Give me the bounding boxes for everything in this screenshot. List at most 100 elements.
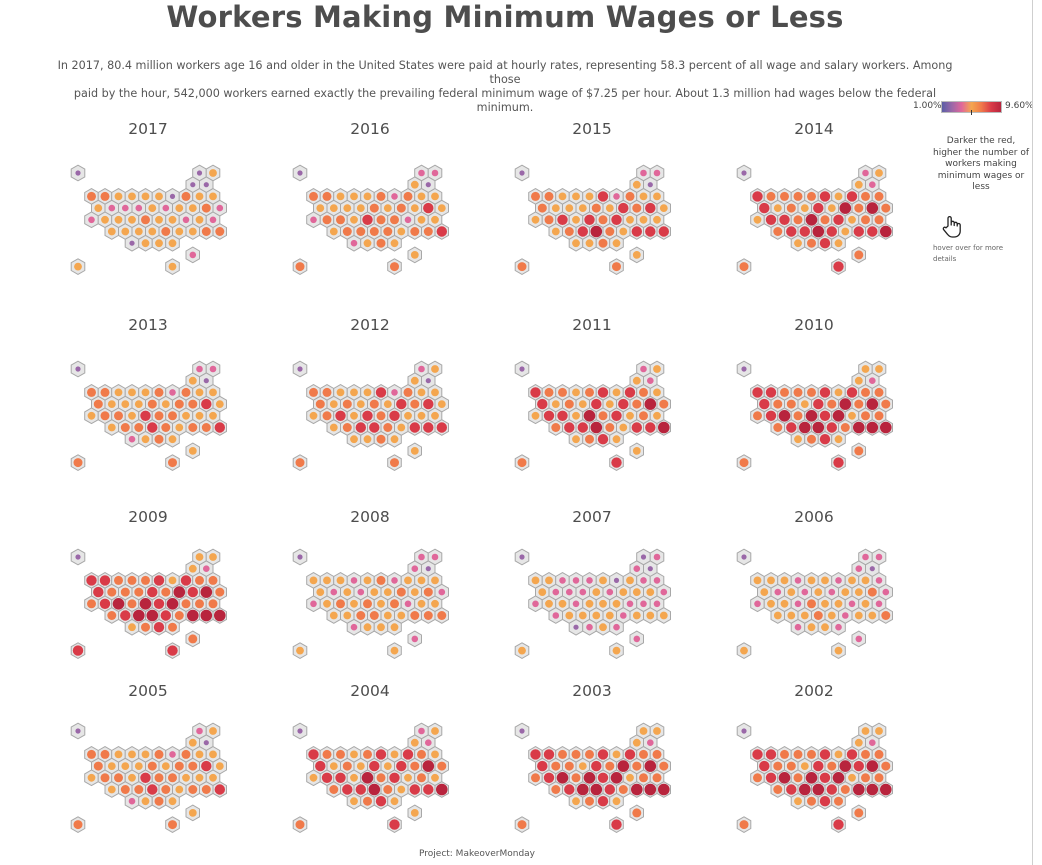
state-hex-tile[interactable]	[353, 781, 368, 798]
state-hex-tile[interactable]	[609, 258, 624, 275]
state-hex-tile[interactable]	[84, 211, 99, 229]
state-hex-tile[interactable]	[212, 223, 227, 240]
state-hex-tile[interactable]	[346, 211, 362, 229]
state-hex-tile[interactable]	[326, 781, 341, 798]
state-hex-tile[interactable]	[656, 419, 671, 436]
state-hex-tile[interactable]	[84, 595, 99, 613]
state-hex-tile[interactable]	[568, 595, 584, 613]
state-hex-tile[interactable]	[380, 607, 395, 624]
state-hex-tile[interactable]	[609, 816, 624, 833]
state-hex-tile[interactable]	[871, 548, 887, 566]
state-hex-tile[interactable]	[205, 211, 221, 229]
state-hex-tile[interactable]	[811, 223, 826, 240]
state-hex-tile[interactable]	[548, 607, 563, 624]
state-hex-tile[interactable]	[394, 757, 409, 775]
state-hex-tile[interactable]	[568, 430, 584, 448]
state-hex-tile[interactable]	[817, 792, 833, 810]
state-hex-tile[interactable]	[736, 454, 752, 471]
state-hex-tile[interactable]	[770, 607, 785, 624]
state-hex-tile[interactable]	[763, 746, 779, 763]
state-hex-tile[interactable]	[643, 199, 658, 217]
state-hex-tile[interactable]	[878, 419, 893, 436]
state-hex-tile[interactable]	[421, 583, 436, 601]
state-hex-tile[interactable]	[199, 607, 214, 624]
state-hex-tile[interactable]	[595, 792, 611, 810]
state-hex-tile[interactable]	[292, 164, 308, 182]
state-hex-tile[interactable]	[185, 442, 200, 460]
state-hex-tile[interactable]	[831, 816, 846, 833]
state-hex-tile[interactable]	[185, 804, 200, 822]
state-hex-tile[interactable]	[636, 384, 651, 401]
state-hex-tile[interactable]	[582, 430, 597, 448]
state-hex-tile[interactable]	[804, 384, 819, 401]
state-hex-tile[interactable]	[858, 769, 873, 787]
state-hex-tile[interactable]	[172, 757, 187, 775]
state-hex-tile[interactable]	[414, 746, 429, 763]
state-hex-tile[interactable]	[360, 618, 375, 636]
state-hex-tile[interactable]	[817, 234, 833, 252]
state-hex-tile[interactable]	[838, 607, 853, 624]
state-hex-tile[interactable]	[292, 548, 308, 566]
state-hex-tile[interactable]	[790, 746, 806, 763]
state-hex-tile[interactable]	[790, 792, 806, 810]
state-hex-tile[interactable]	[568, 746, 584, 763]
state-hex-tile[interactable]	[165, 816, 180, 833]
state-hex-tile[interactable]	[104, 395, 119, 413]
state-hex-tile[interactable]	[589, 781, 604, 798]
state-hex-tile[interactable]	[736, 164, 752, 182]
state-hex-tile[interactable]	[844, 211, 860, 229]
state-hex-tile[interactable]	[205, 595, 221, 613]
state-hex-tile[interactable]	[427, 407, 443, 425]
state-hex-tile[interactable]	[138, 234, 153, 252]
state-hex-tile[interactable]	[790, 430, 806, 448]
state-hex-tile[interactable]	[643, 419, 658, 436]
state-hex-tile[interactable]	[656, 781, 671, 798]
state-hex-tile[interactable]	[97, 769, 113, 787]
state-hex-tile[interactable]	[629, 781, 644, 798]
state-hex-tile[interactable]	[831, 258, 846, 275]
state-hex-tile[interactable]	[373, 211, 389, 229]
state-hex-tile[interactable]	[387, 618, 402, 636]
state-hex-tile[interactable]	[595, 234, 611, 252]
state-hex-tile[interactable]	[373, 618, 389, 636]
state-hex-tile[interactable]	[434, 419, 449, 436]
state-hex-tile[interactable]	[387, 454, 402, 471]
state-hex-tile[interactable]	[736, 642, 752, 659]
state-hex-tile[interactable]	[736, 548, 752, 566]
state-hex-tile[interactable]	[609, 454, 624, 471]
state-hex-tile[interactable]	[306, 595, 321, 613]
state-hex-tile[interactable]	[629, 442, 644, 460]
state-hex-tile[interactable]	[185, 607, 200, 624]
state-hex-tile[interactable]	[528, 572, 543, 589]
state-hex-tile[interactable]	[292, 454, 308, 471]
state-hex-tile[interactable]	[575, 757, 590, 775]
state-hex-tile[interactable]	[387, 211, 402, 229]
state-hex-tile[interactable]	[736, 258, 752, 275]
state-hex-tile[interactable]	[582, 234, 597, 252]
state-hex-tile[interactable]	[138, 430, 153, 448]
state-hex-tile[interactable]	[434, 781, 449, 798]
state-hex-tile[interactable]	[595, 211, 611, 229]
state-hex-tile[interactable]	[199, 223, 214, 240]
state-hex-tile[interactable]	[407, 419, 422, 436]
state-hex-tile[interactable]	[865, 199, 880, 217]
state-hex-tile[interactable]	[865, 223, 880, 240]
state-hex-tile[interactable]	[595, 430, 611, 448]
state-hex-tile[interactable]	[609, 595, 624, 613]
state-hex-tile[interactable]	[750, 211, 765, 229]
state-hex-tile[interactable]	[865, 583, 880, 601]
state-hex-tile[interactable]	[151, 595, 167, 613]
state-hex-tile[interactable]	[514, 258, 530, 275]
state-hex-tile[interactable]	[138, 595, 153, 613]
state-hex-tile[interactable]	[138, 188, 153, 205]
state-hex-tile[interactable]	[871, 360, 887, 378]
state-hex-tile[interactable]	[165, 792, 180, 810]
state-hex-tile[interactable]	[595, 769, 611, 787]
state-hex-tile[interactable]	[414, 360, 429, 378]
state-hex-tile[interactable]	[367, 223, 382, 240]
state-hex-tile[interactable]	[595, 407, 611, 425]
state-hex-tile[interactable]	[326, 607, 341, 624]
state-hex-tile[interactable]	[333, 188, 348, 205]
state-hex-tile[interactable]	[790, 211, 806, 229]
state-hex-tile[interactable]	[165, 188, 180, 205]
